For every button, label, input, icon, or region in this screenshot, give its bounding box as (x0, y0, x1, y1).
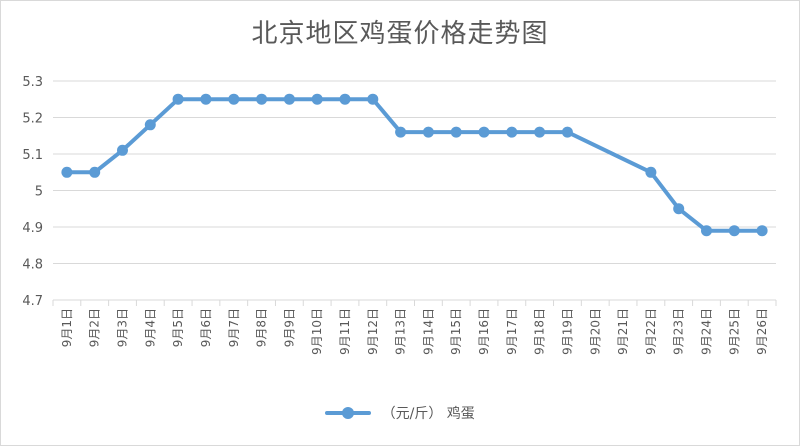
data-point (506, 126, 518, 138)
x-tick-label: 9月11日 (338, 308, 352, 355)
y-tick-label: 5.2 (22, 112, 43, 127)
x-tick-label: 9月3日 (116, 308, 130, 347)
x-tick-label: 9月9日 (282, 308, 296, 347)
x-tick-label: 9月26日 (755, 308, 769, 355)
data-point (395, 126, 407, 138)
x-tick-label: 9月19日 (560, 308, 574, 355)
legend: （元/斤） 鸡蛋 (1, 403, 799, 423)
data-point (673, 203, 685, 215)
x-tick-label: 9月6日 (199, 308, 213, 347)
x-tick-label: 9月18日 (533, 308, 547, 355)
x-tick-label: 9月23日 (672, 308, 686, 355)
data-point (256, 93, 268, 105)
x-tick-label: 9月4日 (143, 308, 157, 347)
x-tick-label: 9月7日 (227, 308, 241, 347)
y-tick-label: 5.1 (22, 148, 43, 163)
chart-title: 北京地区鸡蛋价格走势图 (251, 19, 549, 49)
data-point (339, 93, 351, 105)
x-tick-label: 9月1日 (60, 308, 74, 347)
y-tick-label: 5 (35, 185, 43, 200)
legend-label: （元/斤） 鸡蛋 (381, 406, 475, 422)
x-tick-label: 9月8日 (255, 308, 269, 347)
data-point (311, 93, 323, 105)
x-tick-label: 9月12日 (366, 308, 380, 355)
data-point (478, 126, 490, 138)
data-point (61, 166, 73, 178)
data-point (561, 126, 573, 138)
x-tick-label: 9月14日 (421, 308, 435, 355)
legend-marker (325, 406, 372, 420)
data-point (200, 93, 212, 105)
series-line (64, 97, 765, 233)
x-tick-label: 9月5日 (171, 308, 185, 347)
data-point (117, 144, 128, 156)
data-point (172, 93, 184, 105)
y-tick-label: 4.7 (22, 294, 43, 309)
x-tick-label: 9月21日 (616, 308, 630, 355)
data-point (534, 126, 546, 138)
x-tick-label: 9月24日 (699, 308, 713, 355)
x-tick-label: 9月20日 (588, 308, 602, 355)
x-tick-label: 9月16日 (477, 308, 491, 355)
x-tick-label: 9月15日 (449, 308, 463, 355)
data-point (228, 93, 240, 105)
line-chart: 5.3 5.2 5.1 5 4.9 4.8 4.7 9月1日 9月2日 9月3日 9月4日 9月5日 9… (22, 75, 777, 355)
x-tick-label: 9月13日 (394, 308, 408, 355)
data-point (367, 93, 379, 105)
x-tick-label: 9月10日 (310, 308, 324, 355)
y-tick-label: 4.8 (22, 258, 43, 273)
y-tick-label: 4.9 (22, 221, 43, 236)
data-point (701, 225, 712, 237)
data-point (450, 126, 462, 138)
data-point (89, 166, 101, 178)
x-tick-label: 9月25日 (727, 308, 741, 355)
data-point (756, 225, 768, 237)
data-point (144, 119, 156, 131)
data-point (283, 93, 295, 105)
y-tick-label: 5.3 (22, 75, 43, 90)
x-tick-label: 9月2日 (88, 308, 102, 347)
data-point (645, 166, 657, 178)
x-tick-label: 9月22日 (644, 308, 658, 355)
data-point (422, 126, 434, 138)
x-tick-label: 9月17日 (505, 308, 519, 355)
data-point (728, 225, 740, 237)
